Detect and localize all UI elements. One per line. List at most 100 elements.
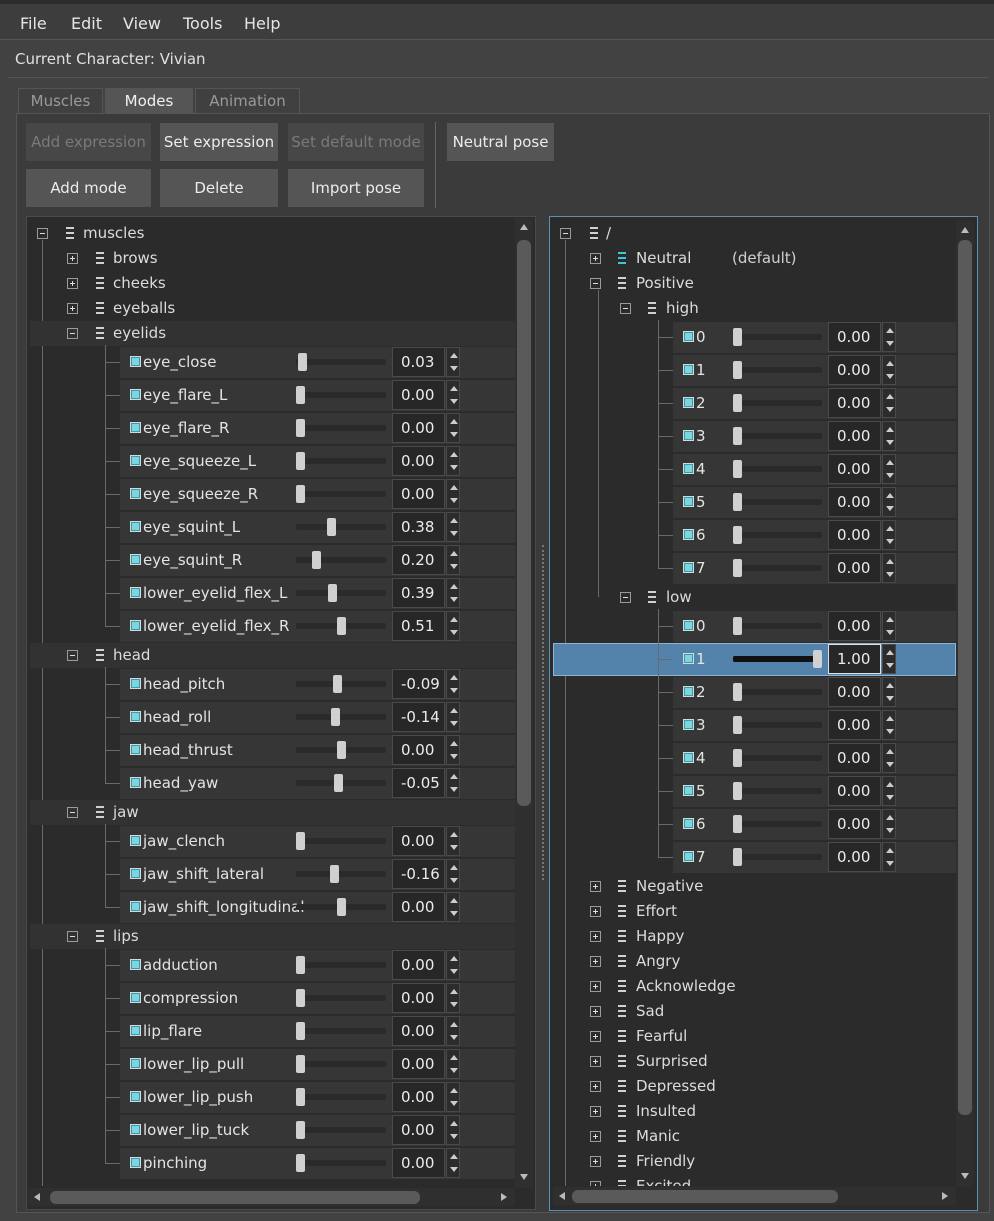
checkbox[interactable] (683, 719, 694, 730)
checkbox[interactable] (130, 554, 141, 565)
v-scroll-up[interactable] (520, 224, 528, 230)
checkbox[interactable] (683, 752, 694, 763)
spin-box[interactable]: 0.39 (392, 578, 445, 608)
expand-box[interactable] (590, 981, 601, 992)
checkbox[interactable] (130, 959, 141, 970)
checkbox[interactable] (130, 1091, 141, 1102)
v-scroll-thumb[interactable] (958, 240, 972, 1115)
slider-handle[interactable] (733, 526, 742, 544)
tree-node[interactable]: low (666, 588, 692, 606)
v-scroll-up[interactable] (961, 227, 969, 233)
tree-node[interactable]: Negative (636, 877, 704, 895)
checkbox[interactable] (130, 678, 141, 689)
slider-handle[interactable] (336, 741, 346, 759)
tree-node[interactable]: Fearful (636, 1027, 688, 1045)
spin-arrows[interactable] (446, 446, 460, 476)
tree-node[interactable]: jaw (113, 803, 139, 821)
checkbox[interactable] (130, 455, 141, 466)
expand-box[interactable] (590, 1181, 601, 1186)
tree-node[interactable]: eyelids (113, 324, 167, 342)
spin-arrows[interactable] (446, 859, 460, 889)
slider-track[interactable] (296, 359, 386, 365)
h-scroll-right[interactable] (942, 1192, 948, 1200)
slider-track[interactable] (296, 1028, 386, 1034)
slider-track[interactable] (733, 722, 822, 728)
checkbox[interactable] (683, 818, 694, 829)
spin-box[interactable]: 0.51 (392, 611, 445, 641)
spin-arrows[interactable] (882, 322, 896, 352)
expand-box[interactable] (590, 1006, 601, 1017)
checkbox[interactable] (683, 496, 694, 507)
spin-box[interactable]: 0.00 (828, 421, 881, 451)
slider-track[interactable] (296, 590, 386, 596)
checkbox[interactable] (130, 992, 141, 1003)
menu-item[interactable]: Edit (71, 14, 102, 33)
checkbox[interactable] (683, 364, 694, 375)
spin-arrows[interactable] (446, 669, 460, 699)
spin-box[interactable]: 0.00 (828, 355, 881, 385)
spin-arrows[interactable] (446, 826, 460, 856)
expand-box[interactable] (37, 228, 48, 239)
button[interactable]: Set expression (160, 123, 278, 161)
checkbox[interactable] (130, 620, 141, 631)
h-scroll-thumb[interactable] (50, 1191, 420, 1204)
slider-handle[interactable] (296, 956, 305, 974)
tree-node[interactable]: Surprised (636, 1052, 708, 1070)
slider-handle[interactable] (733, 493, 742, 511)
checkbox[interactable] (130, 1157, 141, 1168)
spin-box[interactable]: 0.00 (828, 842, 881, 872)
spin-arrows[interactable] (882, 611, 896, 641)
button[interactable]: Delete (160, 169, 278, 207)
tree-node[interactable]: cheeks (113, 274, 166, 292)
expand-box[interactable] (590, 1056, 601, 1067)
spin-box[interactable]: 0.00 (392, 1049, 445, 1079)
slider-handle[interactable] (733, 361, 742, 379)
spin-arrows[interactable] (882, 677, 896, 707)
slider-track[interactable] (733, 788, 822, 794)
spin-arrows[interactable] (446, 347, 460, 377)
spin-box[interactable]: 0.00 (392, 983, 445, 1013)
expand-box[interactable] (590, 253, 601, 264)
slider-handle[interactable] (330, 865, 340, 883)
expand-box[interactable] (590, 956, 601, 967)
slider-track[interactable] (296, 1094, 386, 1100)
slider-track[interactable] (733, 821, 822, 827)
expand-box[interactable] (590, 881, 601, 892)
spin-arrows[interactable] (446, 1148, 460, 1178)
spin-arrows[interactable] (446, 892, 460, 922)
slider-track[interactable] (296, 557, 386, 563)
h-scroll-left[interactable] (34, 1193, 40, 1201)
button[interactable]: Add mode (26, 169, 151, 207)
spin-box[interactable]: 0.00 (392, 446, 445, 476)
expand-box[interactable] (67, 807, 78, 818)
spin-box[interactable]: 0.00 (392, 479, 445, 509)
checkbox[interactable] (683, 529, 694, 540)
tree-node[interactable]: Sad (636, 1002, 665, 1020)
spin-arrows[interactable] (882, 487, 896, 517)
expand-box[interactable] (590, 1081, 601, 1092)
checkbox[interactable] (683, 430, 694, 441)
slider-track[interactable] (296, 871, 386, 877)
expand-box[interactable] (620, 303, 631, 314)
slider-track[interactable] (733, 532, 822, 538)
checkbox[interactable] (130, 1058, 141, 1069)
checkbox[interactable] (130, 744, 141, 755)
v-scroll-down[interactable] (520, 1174, 528, 1180)
slider-handle[interactable] (296, 386, 305, 404)
tree-node[interactable]: Acknowledge (636, 977, 736, 995)
slider-handle[interactable] (733, 716, 742, 734)
slider-track[interactable] (296, 1160, 386, 1166)
slider-track[interactable] (733, 854, 822, 860)
slider-track[interactable] (296, 1061, 386, 1067)
menu-item[interactable]: Help (244, 14, 281, 33)
slider-handle[interactable] (296, 452, 305, 470)
slider-handle[interactable] (332, 675, 342, 693)
spin-box[interactable]: 0.00 (828, 322, 881, 352)
slider-track[interactable] (296, 425, 386, 431)
slider-handle[interactable] (296, 419, 305, 437)
checkbox[interactable] (130, 1124, 141, 1135)
slider-handle[interactable] (733, 782, 742, 800)
slider-track[interactable] (296, 714, 386, 720)
splitter[interactable] (542, 545, 544, 880)
spin-box[interactable]: 0.00 (392, 413, 445, 443)
